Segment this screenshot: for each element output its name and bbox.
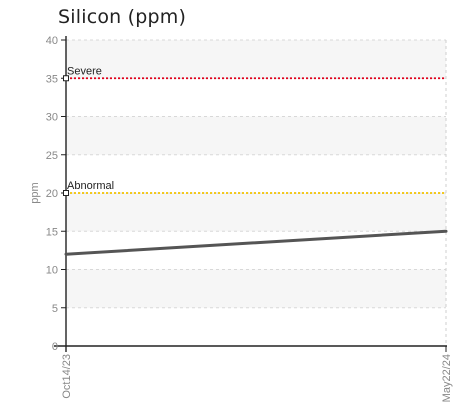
data-series xyxy=(64,229,448,256)
background-band xyxy=(66,116,446,155)
x-tick-label: May22/24 xyxy=(441,354,453,402)
y-tick-label: 10 xyxy=(46,265,58,277)
y-tick-label: 5 xyxy=(52,303,58,315)
threshold-label: Severe xyxy=(67,65,102,77)
y-tick-labels: 0 5 10 15 20 25 30 35 40 xyxy=(46,35,58,353)
background-band xyxy=(66,40,446,79)
y-axis-label: ppm xyxy=(29,182,41,203)
y-tick-label: 15 xyxy=(46,226,58,238)
series-line xyxy=(64,229,448,256)
x-tick-label: Oct14/23 xyxy=(61,354,73,399)
background-band xyxy=(66,193,446,232)
chart-title: Silicon (ppm) xyxy=(58,6,187,28)
threshold-marker xyxy=(63,75,69,82)
threshold-lines: Severe Abnormal xyxy=(63,65,446,196)
threshold-marker xyxy=(63,190,69,196)
y-tick-label: 35 xyxy=(46,73,58,85)
y-tick-label: 20 xyxy=(46,188,58,200)
threshold-label: Abnormal xyxy=(67,180,114,192)
y-tick-label: 40 xyxy=(46,35,58,47)
x-tick-labels: Oct14/23 May22/24 xyxy=(61,354,453,402)
background-bands xyxy=(66,40,446,308)
y-tick-label: 30 xyxy=(46,112,58,124)
y-tick-label: 0 xyxy=(52,341,58,353)
background-band xyxy=(66,269,446,308)
y-tick-label: 25 xyxy=(46,150,58,162)
